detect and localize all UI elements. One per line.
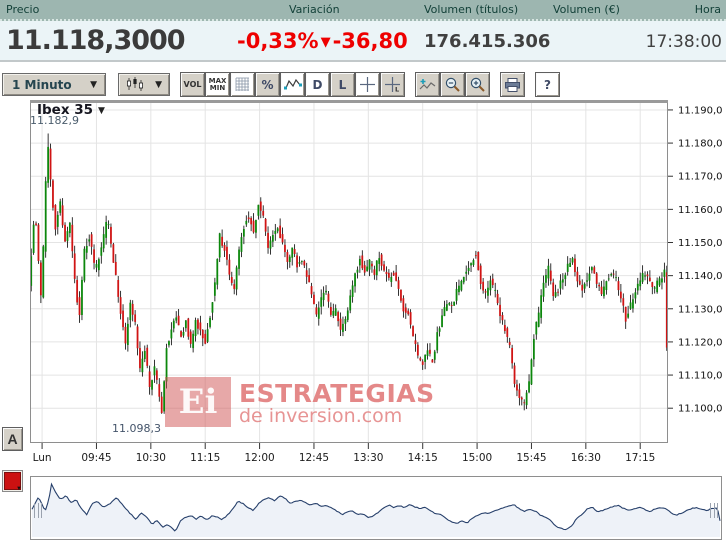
- svg-text:15:00: 15:00: [462, 452, 492, 464]
- column-label-variacion: Variación: [289, 3, 340, 16]
- volume-titles-value: 176.415.306: [424, 31, 551, 52]
- overview-panel[interactable]: [30, 476, 722, 540]
- svg-text:11.120,0: 11.120,0: [678, 337, 723, 348]
- svg-text:15:45: 15:45: [516, 452, 546, 464]
- crosshair-l-icon: L: [385, 77, 400, 94]
- column-label-volumen-titulos: Volumen (títulos): [424, 3, 519, 16]
- svg-text:14:15: 14:15: [408, 452, 438, 464]
- chevron-down-icon: ▼: [98, 106, 105, 116]
- session-low-label: 11.098,3: [112, 422, 161, 435]
- svg-text:11.100,0: 11.100,0: [678, 404, 723, 415]
- column-label-precio: Precio: [6, 3, 40, 16]
- quote-values-row: 11.118,3000 -0,33% ▼-36,80 176.415.306 17…: [0, 21, 726, 62]
- time-value: 17:38:00: [645, 32, 722, 52]
- main-chart-panel: 11.190,0 11.180,0 11.170,0 11.160,0 11.150,0…: [0, 100, 726, 468]
- toolbar-button-line-l[interactable]: L: [330, 72, 355, 97]
- svg-text:11.150,0: 11.150,0: [678, 238, 723, 249]
- zoom-out-icon: [445, 77, 460, 92]
- toolbar-button-zoom-out[interactable]: [440, 72, 465, 97]
- toolbar-button-crosshair-l[interactable]: L: [380, 72, 405, 97]
- chart-toolbar: 1 Minuto ▼ ▼ VOL MAX MIN% D L L?: [0, 72, 726, 100]
- svg-text:11.160,0: 11.160,0: [678, 205, 723, 216]
- toolbar-button-percent[interactable]: %: [255, 72, 280, 97]
- quote-header-bar: Precio Variación Volumen (títulos) Volum…: [0, 0, 726, 21]
- toolbar-button-vol[interactable]: VOL: [180, 72, 205, 97]
- minmax-chart-icon: [283, 78, 302, 89]
- column-label-hora: Hora: [694, 3, 721, 16]
- svg-text:16:30: 16:30: [571, 452, 601, 464]
- down-arrow-icon: ▼: [320, 35, 331, 50]
- svg-text:12:00: 12:00: [244, 452, 274, 464]
- toolbar-button-grid[interactable]: [230, 72, 255, 97]
- svg-text:11.130,0: 11.130,0: [678, 304, 723, 315]
- chevron-down-icon: ▼: [155, 79, 162, 90]
- overview-area-chart: [31, 482, 721, 537]
- chart-type-dropdown[interactable]: ▼: [118, 73, 170, 96]
- color-picker-button[interactable]: ▼: [2, 470, 23, 492]
- svg-text:17:15: 17:15: [625, 452, 655, 464]
- svg-text:13:30: 13:30: [353, 452, 383, 464]
- toolbar-button-line-d[interactable]: D: [305, 72, 330, 97]
- column-label-volumen-eur: Volumen (€): [553, 3, 620, 16]
- instrument-name: Ibex 35: [37, 102, 94, 118]
- toolbar-button-zoom-in[interactable]: [465, 72, 490, 97]
- interval-dropdown-value: 1 Minuto: [12, 77, 72, 92]
- svg-text:11.170,0: 11.170,0: [678, 172, 723, 183]
- last-price-value: 11.118,3000: [6, 25, 186, 56]
- svg-text:11.140,0: 11.140,0: [678, 271, 723, 282]
- chevron-down-icon: ▼: [90, 79, 97, 90]
- crosshair-icon: [360, 77, 375, 92]
- variation-abs: -36,80: [332, 29, 408, 53]
- candlestick-chart[interactable]: 11.190,0 11.180,0 11.170,0 11.160,0 11.150,0…: [0, 100, 726, 468]
- svg-text:11.190,0: 11.190,0: [678, 105, 723, 116]
- svg-text:Lun: Lun: [33, 452, 52, 464]
- zoom-in-icon: [470, 77, 485, 92]
- candlestick-type-icon: [126, 77, 143, 91]
- toolbar-button-trend[interactable]: [415, 72, 440, 97]
- svg-text:09:45: 09:45: [81, 452, 111, 464]
- toolbar-button-range[interactable]: [280, 72, 305, 97]
- variation-pct: -0,33%: [237, 29, 319, 53]
- toolbar-button-crosshair[interactable]: [355, 72, 380, 97]
- overview-left-handle[interactable]: [34, 503, 42, 518]
- annotation-a-button[interactable]: A: [2, 427, 23, 451]
- toolbar-button-print[interactable]: [500, 72, 525, 97]
- svg-text:11.110,0: 11.110,0: [678, 371, 723, 382]
- red-color-swatch-icon: [4, 472, 21, 490]
- session-high-label: 11.182,9: [30, 114, 79, 127]
- svg-text:L: L: [395, 86, 399, 94]
- add-trendline-icon: [419, 78, 436, 89]
- toolbar-button-help[interactable]: ?: [535, 72, 560, 97]
- variation-value: -0,33% ▼-36,80: [237, 29, 408, 53]
- svg-text:10:30: 10:30: [136, 452, 166, 464]
- print-icon: [505, 77, 520, 92]
- chart-instrument-label[interactable]: Ibex 35 ▼: [37, 102, 105, 118]
- toolbar-button-maxmin[interactable]: MAX MIN: [205, 72, 230, 97]
- interval-dropdown[interactable]: 1 Minuto ▼: [2, 73, 106, 96]
- svg-text:11:15: 11:15: [190, 452, 220, 464]
- chevron-down-icon: ▼: [16, 486, 22, 492]
- grid-icon: [235, 77, 249, 91]
- svg-text:11.180,0: 11.180,0: [678, 139, 723, 150]
- svg-text:12:45: 12:45: [299, 452, 329, 464]
- overview-right-handle[interactable]: [710, 503, 718, 518]
